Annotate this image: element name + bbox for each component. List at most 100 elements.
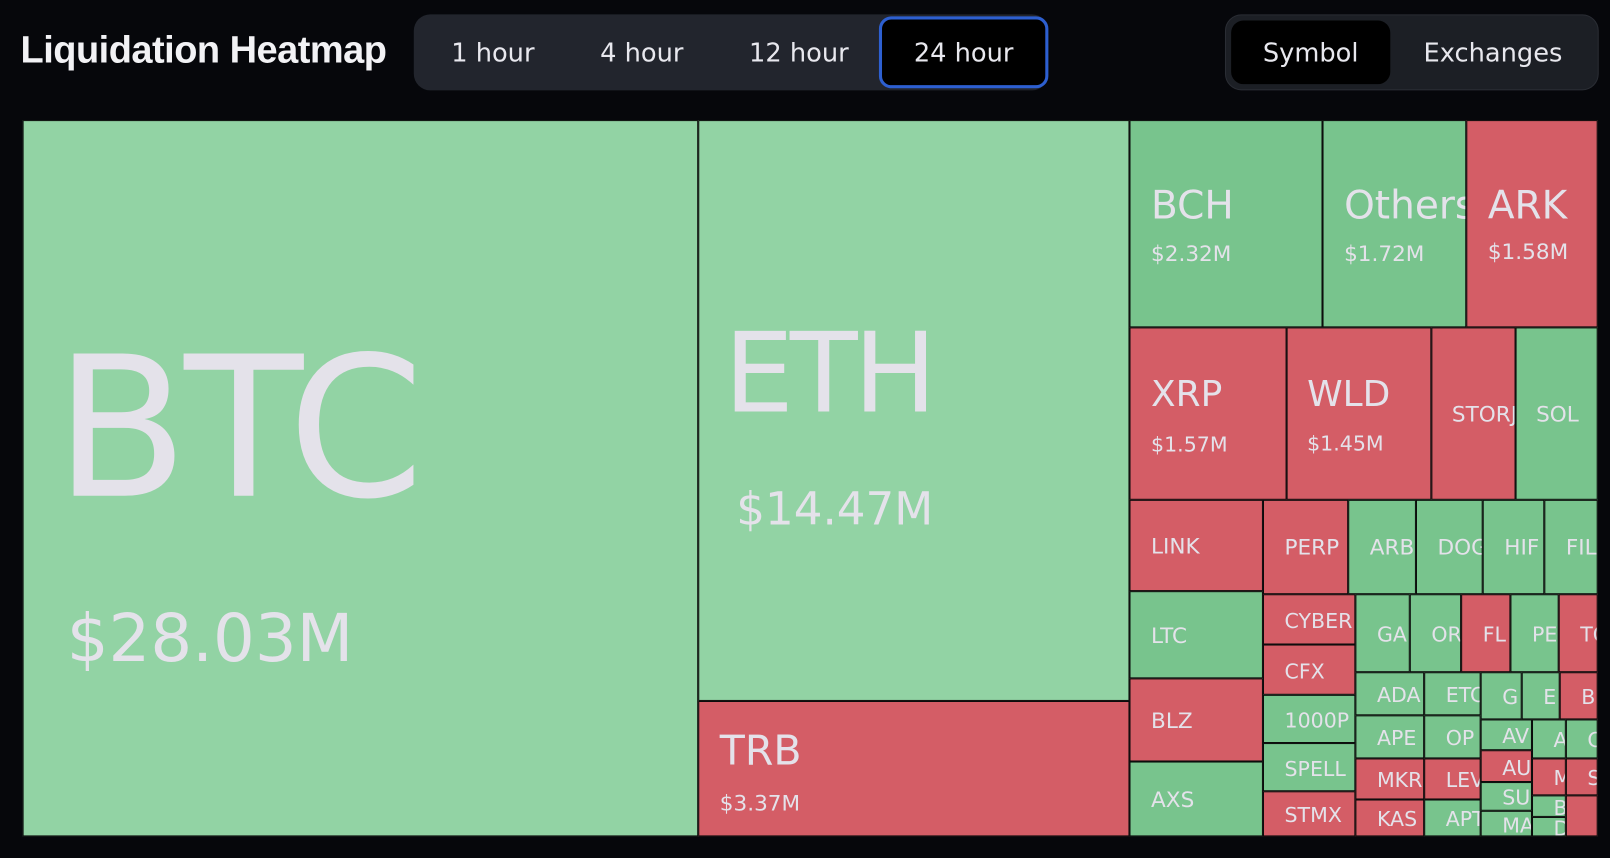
heatmap-tile[interactable]: CYBER	[1262, 594, 1356, 645]
tile-label: HIF	[1504, 535, 1540, 560]
tile-label: SPELL	[1284, 755, 1346, 781]
heatmap-tile[interactable]: BI	[1531, 795, 1566, 817]
heatmap-tile[interactable]: TRB $3.37M	[698, 700, 1130, 837]
tile-label: CYBER	[1284, 608, 1353, 633]
heatmap-tile[interactable]: Others $1.72M	[1322, 120, 1467, 328]
tile-label: PERP	[1284, 535, 1340, 560]
tile-label: M	[1554, 768, 1565, 789]
heatmap-tile[interactable]: SU	[1480, 782, 1532, 811]
tile-label: OR	[1431, 621, 1462, 647]
tile-label: FIL	[1565, 535, 1597, 560]
tile-label: AV	[1502, 723, 1530, 749]
tile-label: WLD	[1307, 374, 1391, 416]
tile-label: ARK	[1487, 182, 1568, 228]
tile-label: C	[1587, 730, 1596, 751]
heatmap-tile[interactable]: TO	[1558, 594, 1598, 673]
time-tab[interactable]: 1 hour	[451, 37, 535, 68]
tile-label: FL	[1482, 621, 1506, 647]
heatmap-tile[interactable]: AU	[1480, 750, 1532, 783]
tile-label: SU	[1502, 785, 1531, 810]
heatmap-tile[interactable]: A	[1531, 719, 1566, 759]
tile-label: B	[1581, 684, 1596, 710]
tile-label: ADA	[1376, 682, 1421, 708]
tile-value: $3.37M	[719, 790, 801, 816]
heatmap-tile[interactable]: FIL	[1544, 499, 1598, 595]
heatmap-tile[interactable]: 1000P	[1262, 694, 1356, 744]
tile-label: BTC	[54, 315, 424, 542]
tile-label: LTC	[1151, 622, 1188, 648]
heatmap-tile[interactable]: ARK $1.58M	[1466, 120, 1598, 328]
heatmap-tile[interactable]: BCH $2.32M	[1129, 120, 1323, 328]
tile-label: BLZ	[1151, 708, 1193, 733]
tile-label: STORJ	[1451, 401, 1516, 427]
tile-value: $1.72M	[1344, 241, 1425, 267]
heatmap-tile[interactable]: ADA	[1355, 672, 1425, 716]
tile-label: LINK	[1151, 533, 1200, 559]
heatmap-tile[interactable]: SOL	[1515, 327, 1598, 500]
tile-label: ETH	[723, 309, 937, 439]
tile-label: OP	[1445, 725, 1475, 751]
heatmap-tile[interactable]: PERP	[1262, 499, 1349, 595]
heatmap-tile[interactable]: ETH $14.47M	[698, 120, 1130, 701]
tile-label: DO	[1554, 818, 1565, 835]
heatmap-tile[interactable]: LINK	[1129, 499, 1263, 592]
heatmap-tile[interactable]: G	[1480, 672, 1522, 720]
heatmap-tile[interactable]: LEV	[1424, 758, 1481, 800]
tile-label: KAS	[1376, 806, 1418, 832]
heatmap-tile[interactable]: STMX	[1262, 791, 1356, 837]
heatmap-tile[interactable]: M	[1531, 758, 1566, 796]
heatmap-tile[interactable]: HIF	[1482, 499, 1545, 595]
time-tab[interactable]: 12 hour	[749, 37, 849, 68]
heatmap-tile[interactable]: SPELL	[1262, 743, 1356, 792]
tile-label: AXS	[1151, 787, 1195, 812]
heatmap-tile[interactable]: KAS	[1355, 799, 1425, 837]
tile-label: AU	[1502, 754, 1532, 780]
heatmap-tile[interactable]: APE	[1355, 715, 1425, 759]
tile-label: MA	[1502, 812, 1532, 837]
tile-value: $28.03M	[66, 601, 354, 678]
heatmap-tile[interactable]: OR	[1409, 594, 1462, 673]
heatmap-tile[interactable]: E	[1521, 672, 1560, 720]
heatmap-tile[interactable]: AV	[1480, 719, 1532, 751]
heatmap-tile[interactable]: DOG	[1415, 499, 1483, 595]
heatmap-tile[interactable]: PE	[1510, 594, 1559, 673]
heatmap-tile[interactable]: BLZ	[1129, 678, 1263, 762]
tile-label: LEV	[1445, 767, 1481, 793]
tile-label: CFX	[1284, 658, 1325, 684]
heatmap-tile[interactable]: LTC	[1129, 591, 1263, 679]
heatmap-tile[interactable]: OP	[1424, 715, 1481, 759]
heatmap-tile[interactable]: MKR	[1355, 758, 1425, 800]
mode-tab[interactable]: Exchanges	[1423, 37, 1563, 68]
heatmap-tile[interactable]: APT	[1424, 799, 1481, 837]
tile-label: A	[1554, 730, 1565, 751]
heatmap-tile[interactable]: C	[1565, 719, 1598, 759]
time-tab[interactable]: 24 hour	[878, 16, 1049, 89]
tile-value: $1.58M	[1487, 239, 1569, 265]
heatmap-tile[interactable]: WLD $1.45M	[1286, 327, 1432, 500]
heatmap-tile[interactable]: STORJ	[1431, 327, 1516, 500]
heatmap-tile[interactable]: B	[1559, 672, 1598, 720]
heatmap-tile[interactable]: MA	[1480, 810, 1532, 837]
tile-label: SOL	[1536, 401, 1579, 427]
tile-label: TRB	[719, 727, 802, 775]
tile-value: $14.47M	[736, 483, 934, 536]
heatmap-tile[interactable]: GA	[1355, 594, 1410, 673]
heatmap-tile[interactable]: ETC	[1424, 672, 1481, 716]
mode-tab-bar: Symbol Exchanges	[1224, 14, 1599, 91]
tile-label: MKR	[1376, 767, 1423, 793]
heatmap-tile[interactable]: BTC $28.03M	[22, 120, 699, 837]
tile-label: APT	[1445, 806, 1480, 832]
heatmap-tile[interactable]: ARB	[1348, 499, 1416, 595]
heatmap-tile[interactable]: DO	[1531, 816, 1566, 837]
heatmap-tile[interactable]: S	[1565, 758, 1598, 796]
mode-tab[interactable]: Symbol	[1231, 20, 1391, 85]
heatmap-tile[interactable]: FL	[1461, 594, 1511, 673]
time-tab[interactable]: 4 hour	[600, 37, 684, 68]
heatmap-tile[interactable]: CFX	[1262, 644, 1356, 695]
tile-label: E	[1543, 684, 1557, 710]
heatmap-tile[interactable]: XRP $1.57M	[1129, 327, 1287, 500]
heatmap-tile[interactable]: AXS	[1129, 761, 1263, 837]
tile-label: BCH	[1151, 182, 1234, 228]
heatmap-tile[interactable]	[1565, 795, 1598, 837]
